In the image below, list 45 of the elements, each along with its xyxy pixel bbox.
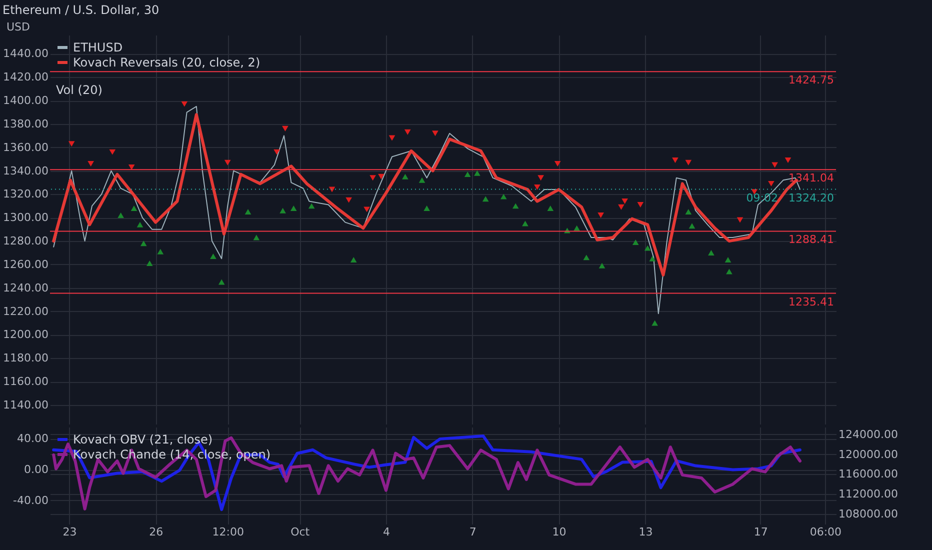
y-tick-label: 40.00	[17, 432, 48, 446]
x-tick-label: 17	[754, 526, 768, 538]
ref-line-label: 1288.41	[788, 233, 834, 246]
legend-label: ETHUSD	[73, 40, 123, 54]
y-tick-label: 1340.00	[3, 164, 48, 178]
y2-tick-label: 120000.00	[838, 448, 898, 461]
ref-line-label: 1324.20	[788, 191, 834, 204]
x-tick-label: 10	[552, 526, 566, 538]
y-tick-label: 1420.00	[3, 70, 48, 84]
chart-title: Ethereum / U.S. Dollar, 30	[2, 3, 160, 17]
y-tick-label: 1380.00	[3, 117, 48, 130]
x-tick-label: 13	[638, 526, 653, 538]
y2-tick-label: 108000.00	[838, 508, 898, 521]
x-tick-label: 7	[469, 526, 476, 538]
y-tick-label: -40.00	[13, 494, 48, 507]
y-tick-label: 1180.00	[3, 352, 48, 365]
y-tick-label: 0.00	[24, 463, 48, 476]
x-tick-label: 23	[62, 526, 77, 538]
ref-line-label: 1424.75	[788, 74, 834, 87]
y-tick-label: 1400.00	[3, 94, 48, 108]
y-tick-label: 1160.00	[3, 375, 48, 388]
y-tick-label: 1260.00	[3, 258, 48, 271]
ref-line-label: 1341.04	[788, 172, 834, 185]
x-tick-label: 06:00	[810, 526, 842, 538]
y2-tick-label: 116000.00	[838, 468, 898, 481]
y-tick-label: 1440.00	[3, 47, 48, 60]
legend-label: Kovach OBV (21, close)	[73, 432, 213, 446]
y-tick-label: 1200.00	[3, 328, 48, 342]
y-tick-label: 1220.00	[3, 304, 48, 318]
y-tick-label: 1360.00	[3, 140, 48, 154]
x-tick-label: 4	[383, 526, 390, 538]
legend-label: Kovach Reversals (20, close, 2)	[73, 56, 260, 70]
y-tick-label: 1320.00	[3, 188, 48, 201]
x-tick-label: 26	[149, 526, 164, 538]
y-axis-title: USD	[6, 20, 30, 34]
y-tick-label: 1140.00	[3, 398, 48, 412]
y-tick-label: 1280.00	[3, 234, 48, 248]
y2-tick-label: 124000.00	[838, 428, 898, 441]
y-tick-label: 1240.00	[3, 281, 48, 294]
annotation: Vol (20)	[56, 83, 102, 97]
y2-tick-label: 112000.00	[838, 488, 898, 501]
ref-line-label: 1235.41	[788, 295, 834, 308]
y-tick-label: 1300.00	[3, 211, 48, 224]
x-tick-label: Oct	[290, 526, 310, 538]
x-tick-label: 12:00	[212, 526, 244, 538]
